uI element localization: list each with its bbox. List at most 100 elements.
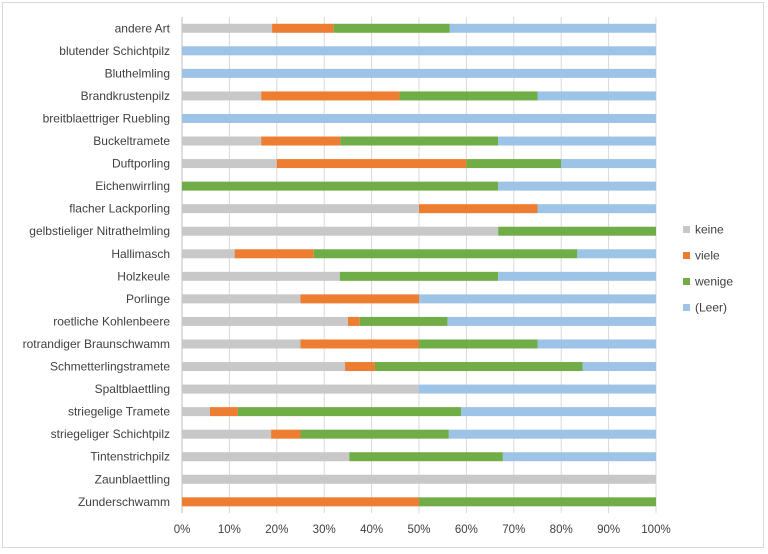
bar-gelbstieliger-nitrathelmling-wenige [498,226,656,236]
category-label-hallimasch: Hallimasch [111,247,170,261]
bar-striegelige-tramete-leer [461,407,656,417]
bar-eichenwirrling-wenige [182,181,499,191]
category-label-gelbstieliger-nitrathelmling: gelbstieliger Nitrathelmling [29,224,170,238]
category-label-striegelige-tramete: striegelige Tramete [68,405,170,419]
x-tick-label: 0% [174,524,191,536]
bar-duftporling-viele [276,159,467,169]
bar-porlinge-viele [300,294,419,304]
category-label-schmetterlingstramete: Schmetterlingstramete [50,360,170,374]
bar-buckeltramete-leer [498,136,656,146]
x-tick-label: 90% [597,524,620,536]
bar-striegelige-tramete-viele [209,407,238,417]
bar-duftporling-wenige [466,159,562,169]
bar-spaltblaettling-keine [182,384,419,394]
bar-brandkrustenpilz-viele [261,91,400,101]
bar-schmetterlingstramete-viele [345,362,375,372]
bar-breitblaettriger-ruebling-leer [182,113,656,123]
category-label-porlinge: Porlinge [126,292,170,306]
legend-label-viele: viele [695,249,720,263]
bar-rotrandiger-braunschwamm-keine [182,339,301,349]
bar-hallimasch-leer [577,249,656,259]
bar-spaltblaettling-leer [419,384,656,394]
category-label-zunderschwamm: Zunderschwamm [78,495,170,509]
x-tick-label: 60% [455,524,478,536]
category-label-holzkeule: Holzkeule [117,269,170,283]
bar-rotrandiger-braunschwamm-leer [537,339,656,349]
x-tick-label: 100% [641,524,670,536]
bar-striegeliger-schichtpilz-viele [271,429,301,439]
x-tick-label: 20% [265,524,288,536]
bar-hallimasch-wenige [313,249,578,259]
bar-flacher-lackporling-viele [419,204,538,214]
bar-zunderschwamm-viele [182,497,419,507]
bar-buckeltramete-keine [182,136,262,146]
stacked-bar-chart: andere Art blutender Schichtpilz Bluthelml… [23,17,733,536]
bar-schmetterlingstramete-leer [582,362,656,372]
bar-striegeliger-schichtpilz-wenige [300,429,449,439]
bar-zaunblaettling-keine [182,474,656,484]
bar-striegeliger-schichtpilz-keine [182,429,272,439]
bar-striegeliger-schichtpilz-leer [448,429,656,439]
bar-holzkeule-wenige [339,271,499,281]
bar-buckeltramete-viele [261,136,341,146]
category-label-bluthelmling: Bluthelmling [105,66,170,80]
category-label-duftporling: Duftporling [112,157,170,171]
bar-hallimasch-viele [234,249,314,259]
bar-blutender-schichtpilz-leer [182,46,656,56]
bar-roetliche-kohlenbeere-leer [447,316,656,326]
x-tick-label: 70% [502,524,525,536]
category-label-eichenwirrling: Eichenwirrling [95,179,170,193]
bar-andere-art-viele [272,23,334,33]
chart-frame: andere Art blutender Schichtpilz Bluthelml… [2,2,764,548]
bar-andere-art-leer [449,23,656,33]
legend-swatch-leer [683,304,690,311]
legend-swatch-wenige [683,278,690,285]
legend-label-keine: keine [695,223,724,237]
bar-zunderschwamm-wenige [419,497,656,507]
bar-striegelige-tramete-keine [182,407,210,417]
bar-flacher-lackporling-leer [537,204,656,214]
bar-tintenstrichpilz-leer [502,452,656,462]
category-label-spaltblaettling: Spaltblaettling [95,382,170,396]
category-label-striegeliger-schichtpilz: striegeliger Schichtpilz [51,427,170,441]
bars-layer [182,23,656,507]
legend-swatch-keine [683,226,690,233]
category-label-roetliche-kohlenbeere: roetliche Kohlenbeere [53,314,170,328]
category-label-buckeltramete: Buckeltramete [93,134,170,148]
grid-layer [181,17,657,514]
bar-duftporling-keine [182,159,277,169]
bar-holzkeule-leer [498,271,656,281]
category-label-rotrandiger-braunschwamm: rotrandiger Braunschwamm [23,337,170,351]
bar-porlinge-keine [182,294,301,304]
legend-label-leer: (Leer) [695,301,727,315]
category-label-breitblaettriger-ruebling: breitblaettriger Ruebling [43,111,170,125]
bar-rotrandiger-braunschwamm-wenige [419,339,538,349]
bar-schmetterlingstramete-keine [182,362,346,372]
x-tick-label: 80% [550,524,573,536]
category-label-tintenstrichpilz: Tintenstrichpilz [90,450,170,464]
bar-holzkeule-keine [182,271,340,281]
bar-andere-art-keine [182,23,273,33]
bar-porlinge-leer [419,294,656,304]
bar-tintenstrichpilz-keine [182,452,350,462]
bar-brandkrustenpilz-wenige [399,91,538,101]
legend: keine viele wenige (Leer) [683,223,733,315]
bar-bluthelmling-leer [182,68,656,78]
x-axis-tick-labels: 0% 10% 20% 30% 40% 50% 60% 70% 80% 90% 100% [174,524,671,536]
bar-andere-art-wenige [333,23,450,33]
bar-rotrandiger-braunschwamm-viele [300,339,419,349]
bar-schmetterlingstramete-wenige [374,362,583,372]
bar-striegelige-tramete-wenige [237,407,462,417]
category-labels: andere Art blutender Schichtpilz Bluthelml… [23,21,171,509]
category-label-flacher-lackporling: flacher Lackporling [69,202,170,216]
category-label-andere-art: andere Art [115,21,171,35]
bar-roetliche-kohlenbeere-wenige [359,316,448,326]
legend-swatch-viele [683,252,690,259]
bar-roetliche-kohlenbeere-viele [347,316,360,326]
bar-brandkrustenpilz-keine [182,91,262,101]
x-tick-label: 50% [407,524,430,536]
category-label-brandkrustenpilz: Brandkrustenpilz [81,89,170,103]
bar-buckeltramete-wenige [340,136,499,146]
legend-label-wenige: wenige [694,275,733,289]
bar-hallimasch-keine [182,249,235,259]
